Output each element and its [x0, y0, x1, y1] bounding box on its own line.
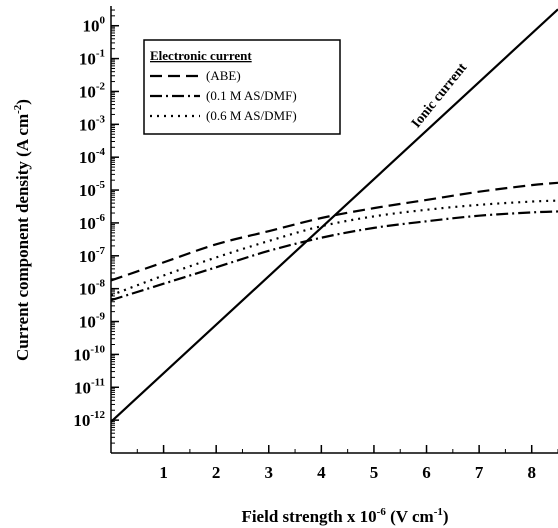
y-tick-base: 10 [73, 411, 90, 430]
x-title-close: ) [443, 507, 449, 526]
y-tick-base: 10 [83, 17, 100, 36]
y-tick-exp: -3 [96, 113, 106, 125]
y-tick-base: 10 [79, 50, 96, 69]
y-tick-label: 10-8 [79, 278, 106, 299]
y-axis-title: Current component density (A cm-2) [12, 99, 32, 361]
y-tick-label: 10-6 [79, 212, 106, 233]
y-tick-base: 10 [79, 313, 96, 332]
legend-title: Electronic current [150, 48, 252, 63]
x-tick-label: 2 [212, 463, 221, 482]
y-tick-exp: 0 [100, 15, 106, 27]
y-tick-exp: -2 [96, 80, 106, 92]
y-tick-base: 10 [79, 82, 96, 101]
y-tick-exp: -10 [90, 343, 105, 355]
y-tick-label: 100 [83, 15, 106, 36]
y-title-base: Current component density (A cm [13, 114, 32, 361]
x-title-unit: (V cm [386, 507, 434, 526]
series-line-0 [110, 181, 558, 282]
legend-label: (0.6 M AS/DMF) [206, 108, 297, 123]
y-tick-base: 10 [79, 247, 96, 266]
y-tick-base: 10 [79, 115, 96, 134]
y-tick-exp: -11 [91, 376, 105, 388]
legend-label: (0.1 M AS/DMF) [206, 88, 297, 103]
y-tick-label: 10-7 [79, 245, 106, 266]
x-tick-label: 3 [265, 463, 274, 482]
legend-label: (ABE) [206, 68, 241, 83]
x-title-unit-exp: -1 [434, 506, 443, 518]
y-title-close: ) [13, 99, 32, 105]
y-tick-exp: -5 [96, 179, 106, 191]
legend: Electronic current (ABE) (0.1 M AS/DMF) (0… [143, 39, 341, 135]
y-tick-label: 10-12 [73, 409, 105, 430]
y-title-exp: -2 [12, 104, 24, 114]
y-tick-base: 10 [79, 280, 96, 299]
ionic-current-annotation: Ionic current [409, 60, 470, 131]
y-tick-exp: -8 [96, 278, 106, 290]
legend-items: (ABE) (0.1 M AS/DMF) (0.6 M AS/DMF) [150, 68, 297, 123]
y-tick-label: 10-11 [74, 376, 105, 397]
ticks-layer: 10010-110-210-310-410-510-610-710-810-91… [73, 9, 558, 482]
series-line-3 [110, 8, 558, 423]
y-tick-base: 10 [74, 378, 91, 397]
x-title-base: Field strength x 10 [241, 507, 376, 526]
x-tick-label: 7 [475, 463, 484, 482]
y-tick-exp: -7 [96, 245, 106, 257]
x-tick-label: 5 [370, 463, 379, 482]
series-line-1 [110, 210, 558, 302]
y-tick-base: 10 [79, 181, 96, 200]
y-tick-label: 10-5 [79, 179, 106, 200]
y-tick-label: 10-10 [73, 343, 105, 364]
x-tick-label: 8 [527, 463, 536, 482]
y-tick-label: 10-9 [79, 311, 106, 332]
legend-box [143, 39, 341, 135]
x-tick-label: 6 [422, 463, 431, 482]
x-title-exp: -6 [377, 506, 387, 518]
y-tick-exp: -12 [90, 409, 105, 421]
y-tick-exp: -9 [96, 311, 106, 323]
y-tick-label: 10-4 [79, 146, 106, 167]
y-tick-exp: -6 [96, 212, 106, 224]
x-tick-label: 4 [317, 463, 326, 482]
y-tick-base: 10 [79, 214, 96, 233]
y-tick-label: 10-1 [79, 48, 105, 69]
y-tick-exp: -4 [96, 146, 106, 158]
x-tick-label: 1 [159, 463, 168, 482]
y-tick-label: 10-3 [79, 113, 106, 134]
series-layer [110, 8, 558, 423]
axes-layer [110, 6, 558, 454]
y-tick-base: 10 [79, 148, 96, 167]
y-tick-exp: -1 [96, 48, 105, 60]
y-tick-base: 10 [73, 345, 90, 364]
y-tick-label: 10-2 [79, 80, 106, 101]
x-axis-title: Field strength x 10-6 (V cm-1) [241, 506, 448, 526]
